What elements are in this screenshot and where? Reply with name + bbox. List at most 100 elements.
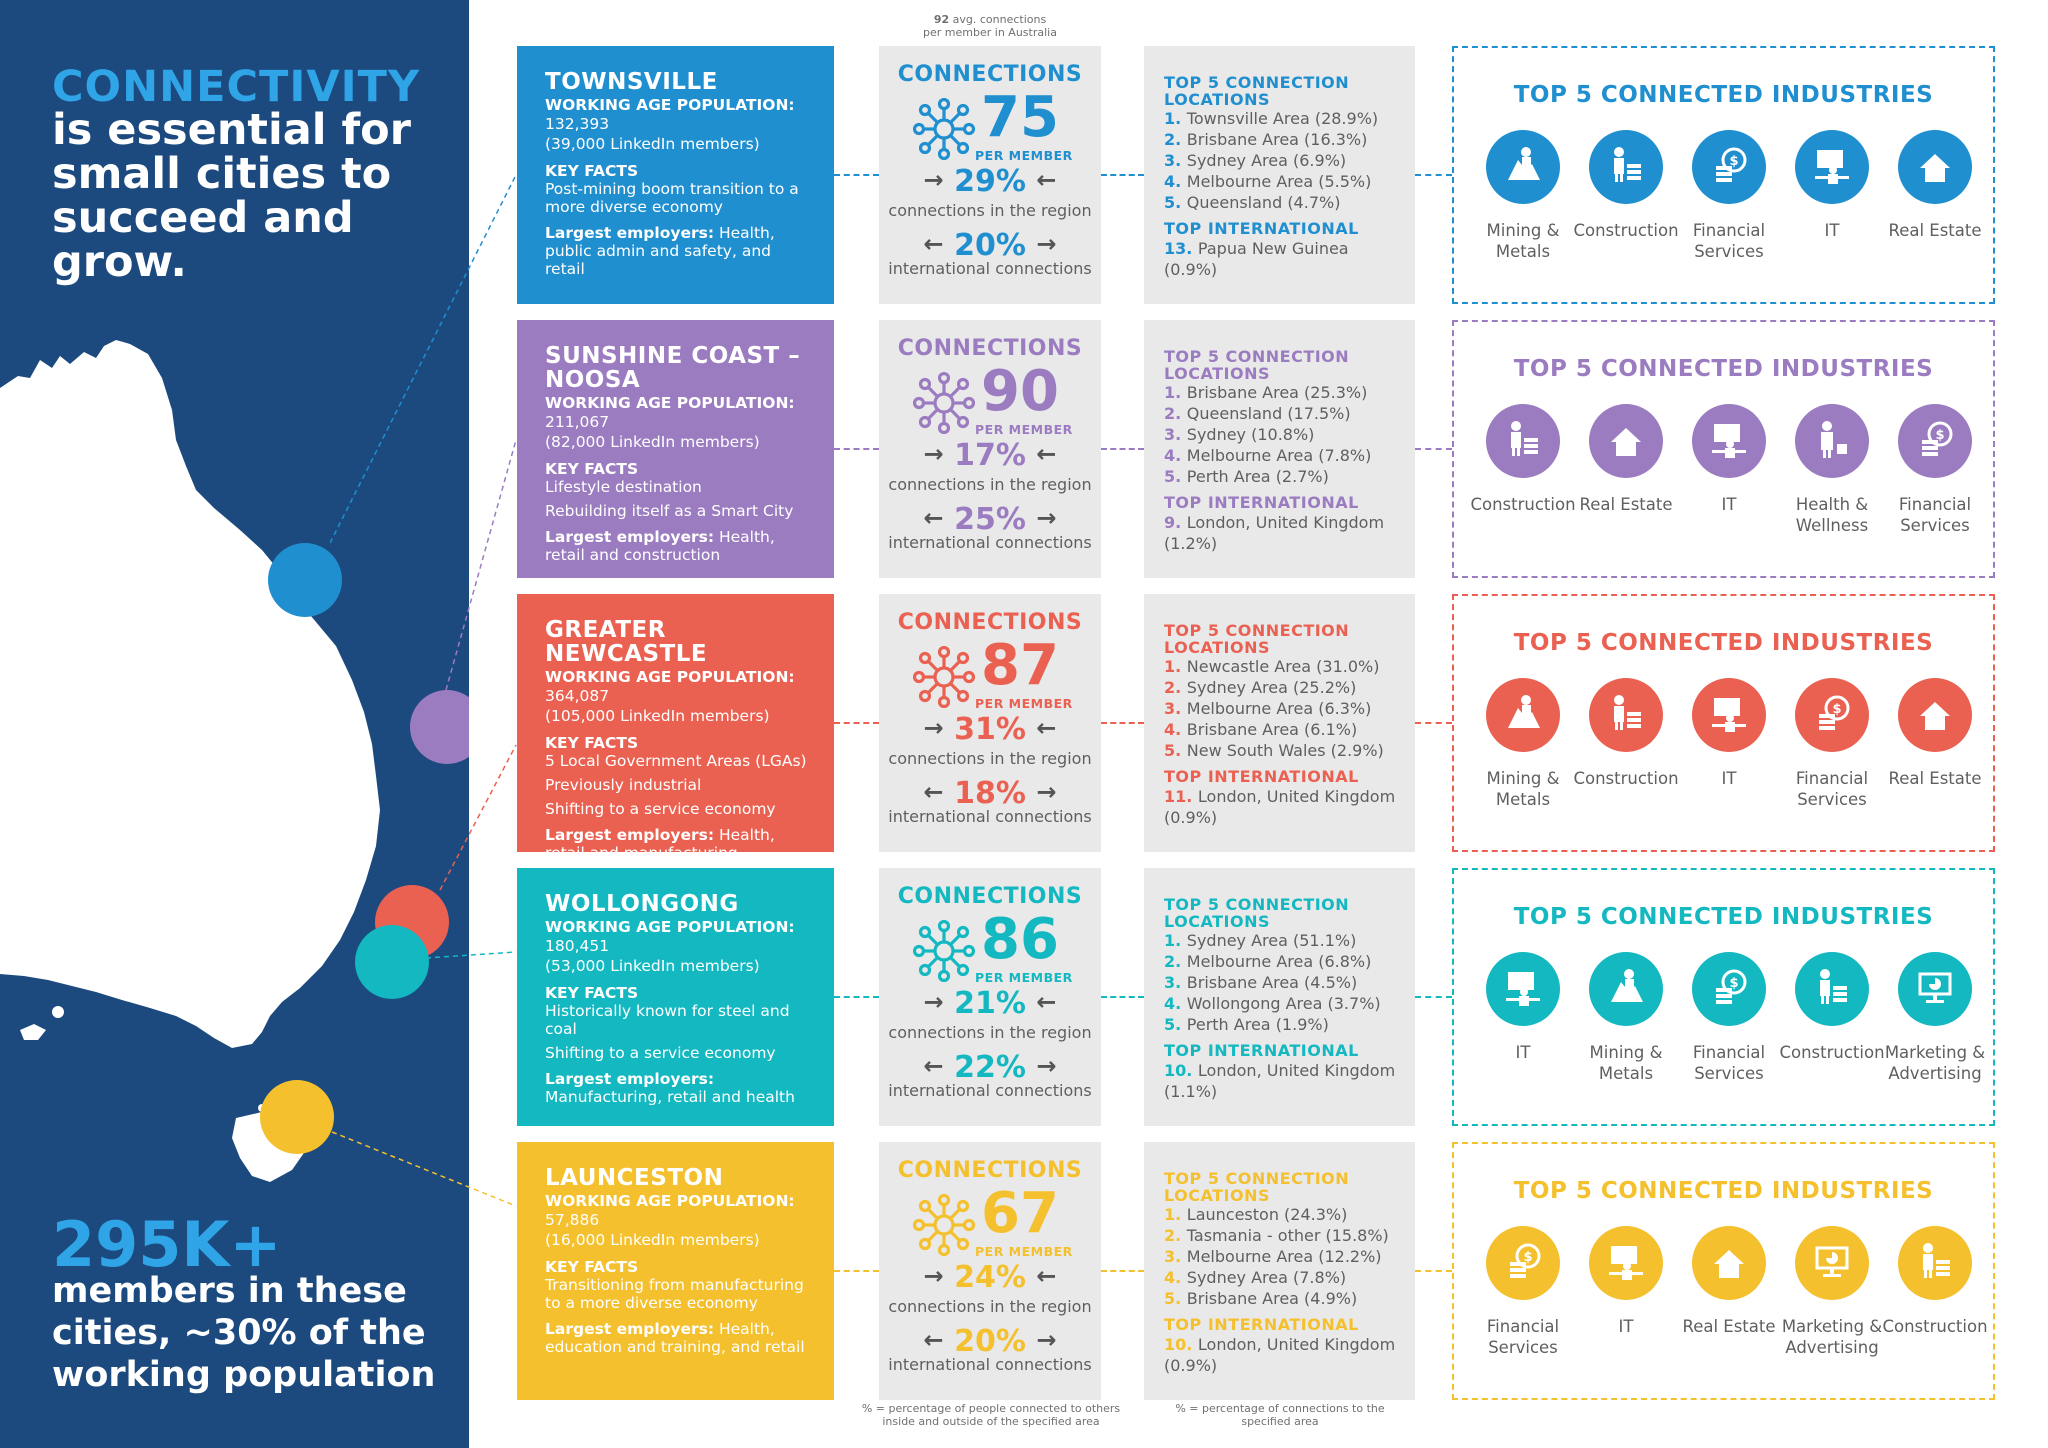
- region-label: connections in the region: [888, 1023, 1092, 1042]
- region-label: connections in the region: [888, 1297, 1092, 1316]
- industry-label: IT: [1824, 221, 1840, 240]
- townsville-marker[interactable]: [268, 543, 342, 617]
- industry-label: Mining & Metals: [1486, 769, 1560, 809]
- industry-label: IT: [1515, 1043, 1531, 1062]
- it-icon: [1589, 1226, 1663, 1300]
- connector-line: [1101, 174, 1144, 176]
- launceston-marker[interactable]: [260, 1080, 334, 1154]
- industry-item[interactable]: IT: [1779, 130, 1885, 241]
- leader-lines: [330, 174, 517, 1207]
- locations-list: 1. Launceston (24.3%) 2. Tasmania - other…: [1164, 1204, 1399, 1309]
- industries-title: TOP 5 CONNECTED INDUSTRIES: [1513, 356, 1934, 382]
- industries-title: TOP 5 CONNECTED INDUSTRIES: [1513, 630, 1934, 656]
- arrow-left-icon: ←: [923, 1052, 944, 1080]
- industry-label: Mining & Metals: [1486, 221, 1560, 261]
- industry-item[interactable]: IT: [1573, 1226, 1679, 1337]
- key-facts-label: KEY FACTS: [545, 162, 639, 180]
- per-member-label: PER MEMBER: [975, 696, 1073, 711]
- industry-item[interactable]: Real Estate: [1676, 1226, 1782, 1337]
- connections-label: CONNECTIONS: [897, 1158, 1083, 1183]
- arrow-right-icon: →: [923, 1262, 944, 1290]
- working-age-label: WORKING AGE POPULATION:: [545, 394, 795, 412]
- industry-label: Real Estate: [1579, 495, 1673, 514]
- location-item: 5. New South Wales (2.9%): [1164, 741, 1384, 760]
- industry-item[interactable]: $ Financial Services: [1779, 678, 1885, 810]
- industry-item[interactable]: Mining & Metals: [1470, 678, 1576, 810]
- industry-item[interactable]: $ Financial Services: [1676, 952, 1782, 1084]
- connections-value: 90: [981, 359, 1059, 424]
- industry-label: Construction: [1470, 495, 1576, 514]
- industries-card: TOP 5 CONNECTED INDUSTRIES IT Mining & Me…: [1452, 868, 1995, 1126]
- top-international-label: TOP INTERNATIONAL: [1164, 1041, 1359, 1060]
- per-member-label: PER MEMBER: [975, 422, 1073, 437]
- sunshine-coast-marker[interactable]: [410, 690, 469, 764]
- industry-item[interactable]: Real Estate: [1882, 678, 1988, 789]
- financial-icon: $: [1692, 130, 1766, 204]
- construction-icon: [1795, 952, 1869, 1026]
- working-age-label: WORKING AGE POPULATION:: [545, 918, 795, 936]
- footnote-locations: % = percentage of connections to the spe…: [1175, 1402, 1385, 1428]
- industry-item[interactable]: Construction: [1470, 404, 1576, 515]
- industry-label: Financial Services: [1692, 1043, 1766, 1083]
- key-fact: Historically known for steel and coal: [545, 1002, 790, 1038]
- intro-title: is essential for small cities to succeed…: [52, 105, 411, 287]
- industry-item[interactable]: Real Estate: [1573, 404, 1679, 515]
- city-card[interactable]: SUNSHINE COAST – NOOSA WORKING AGE POPUL…: [517, 320, 834, 578]
- industry-item[interactable]: Mining & Metals: [1573, 952, 1679, 1084]
- location-item: 2. Queensland (17.5%): [1164, 404, 1351, 423]
- location-item: 1. Launceston (24.3%): [1164, 1205, 1348, 1224]
- industry-item[interactable]: $ Financial Services: [1470, 1226, 1576, 1358]
- industry-item[interactable]: Construction: [1779, 952, 1885, 1063]
- industry-label: Real Estate: [1682, 1317, 1776, 1336]
- financial-icon: $: [1692, 952, 1766, 1026]
- largest-employers: Largest employers: Health, retail and ma…: [545, 826, 775, 862]
- svg-text:$: $: [1832, 702, 1841, 717]
- industry-item[interactable]: $ Financial Services: [1882, 404, 1988, 536]
- industry-item[interactable]: Construction: [1573, 678, 1679, 789]
- working-age-label: WORKING AGE POPULATION:: [545, 668, 795, 686]
- city-card[interactable]: WOLLONGONG WORKING AGE POPULATION: 180,4…: [517, 868, 834, 1126]
- city-card[interactable]: TOWNSVILLE WORKING AGE POPULATION: 132,3…: [517, 46, 834, 304]
- top-locations-label: TOP 5 CONNECTION LOCATIONS: [1164, 73, 1350, 109]
- arrow-right-icon: →: [1036, 1052, 1057, 1080]
- wollongong-marker[interactable]: [355, 925, 429, 999]
- industry-item[interactable]: Real Estate: [1882, 130, 1988, 241]
- industry-item[interactable]: Construction: [1882, 1226, 1988, 1337]
- connections-value: 87: [981, 633, 1059, 698]
- industry-item[interactable]: Construction: [1573, 130, 1679, 241]
- working-age-label: WORKING AGE POPULATION:: [545, 1192, 795, 1210]
- connections-card: CONNECTIONS 86 PER MEMBER → 21% ← connec…: [879, 868, 1101, 1126]
- industry-item[interactable]: $ Financial Services: [1676, 130, 1782, 262]
- industries-card: TOP 5 CONNECTED INDUSTRIES Mining & Meta…: [1452, 46, 1995, 304]
- locations-card: TOP 5 CONNECTION LOCATIONS 1. Brisbane A…: [1144, 320, 1415, 578]
- industry-label: IT: [1721, 495, 1737, 514]
- header-note: 92 avg. connections per member in Austra…: [923, 13, 1057, 39]
- industry-item[interactable]: Mining & Metals: [1470, 130, 1576, 262]
- region-label: connections in the region: [888, 475, 1092, 494]
- arrow-left-icon: ←: [923, 230, 944, 258]
- industry-item[interactable]: Marketing & Advertising: [1882, 952, 1988, 1084]
- region-label: connections in the region: [888, 749, 1092, 768]
- location-item: 5. Queensland (4.7%): [1164, 193, 1341, 212]
- largest-employers: Largest employers: Health, education and…: [545, 1320, 805, 1356]
- industry-item[interactable]: Health & Wellness: [1779, 404, 1885, 536]
- key-facts-list: Historically known for steel and coal Shi…: [545, 1002, 808, 1062]
- arrow-left-icon: ←: [1036, 440, 1057, 468]
- industry-label: Financial Services: [1898, 495, 1972, 535]
- city-row-wollongong: WOLLONGONG WORKING AGE POPULATION: 180,4…: [0, 868, 2048, 1126]
- industry-item[interactable]: Marketing & Advertising: [1779, 1226, 1885, 1358]
- industry-item[interactable]: IT: [1676, 678, 1782, 789]
- top-locations-label: TOP 5 CONNECTION LOCATIONS: [1164, 621, 1350, 657]
- construction-icon: [1589, 678, 1663, 752]
- international-percent: ← 20% →: [923, 228, 1057, 263]
- city-card[interactable]: LAUNCESTON WORKING AGE POPULATION: 57,88…: [517, 1142, 834, 1400]
- connections-value: 67: [981, 1181, 1059, 1246]
- key-facts-list: Post-mining boom transition to a more di…: [545, 180, 808, 216]
- industries-title: TOP 5 CONNECTED INDUSTRIES: [1513, 904, 1934, 930]
- city-card[interactable]: GREATER NEWCASTLE WORKING AGE POPULATION…: [517, 594, 834, 862]
- international-location: 9. London, United Kingdom (1.2%): [1164, 513, 1385, 553]
- svg-text:$: $: [1935, 428, 1944, 443]
- industry-item[interactable]: IT: [1676, 404, 1782, 515]
- industry-item[interactable]: IT: [1470, 952, 1576, 1063]
- industry-label: Mining & Metals: [1589, 1043, 1663, 1083]
